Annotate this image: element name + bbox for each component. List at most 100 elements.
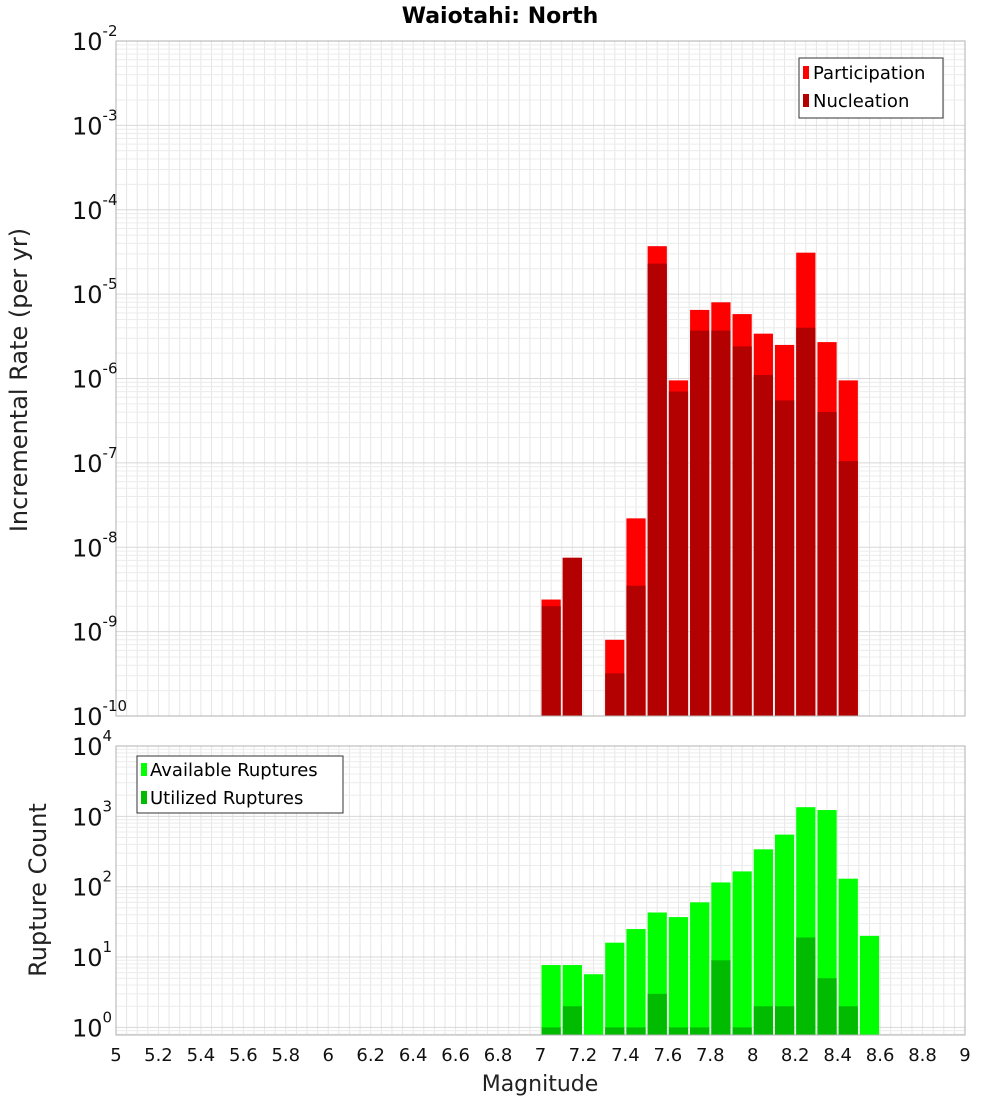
bottom-bar-utilized-ruptures (711, 960, 731, 1035)
legend-swatch-available (141, 763, 147, 776)
bottom-panel: 100 101 102 103 104 Rupture Count Available … (24, 727, 971, 1097)
y-tick-label: 100 (72, 1008, 112, 1042)
bottom-bar-utilized-ruptures (562, 1006, 582, 1035)
top-bar-nucleation (753, 375, 773, 716)
x-tick-label: 7.8 (696, 1045, 725, 1066)
x-tick-label: 7.2 (569, 1045, 598, 1066)
chart-title: Waiotahi: North (402, 4, 599, 29)
x-tick-label: 8.6 (866, 1045, 895, 1066)
top-bar-nucleation (562, 557, 582, 716)
x-tick-label: 6.6 (441, 1045, 470, 1066)
bottom-bar-utilized-ruptures (838, 1006, 858, 1035)
x-tick-label: 7.4 (611, 1045, 640, 1066)
x-tick-label: 5.8 (271, 1045, 300, 1066)
y-tick-label: 10-3 (72, 106, 118, 140)
top-bar-nucleation (626, 585, 646, 716)
legend-label-available: Available Ruptures (150, 760, 318, 781)
bottom-bar-utilized-ruptures (626, 1027, 646, 1035)
bottom-bar-utilized-ruptures (732, 1027, 752, 1035)
top-bar-nucleation (541, 606, 561, 716)
x-tick-label: 7.6 (654, 1045, 683, 1066)
top-plot-frame (115, 40, 966, 717)
bottom-bar-utilized-ruptures (605, 1027, 625, 1035)
bottom-bar-available-ruptures (626, 929, 646, 1035)
x-tick-label: 6.2 (356, 1045, 385, 1066)
legend-swatch-nucleation (803, 94, 809, 107)
top-bar-nucleation (796, 327, 816, 716)
x-axis-label: Magnitude (482, 1072, 599, 1097)
y-tick-label: 103 (72, 797, 112, 831)
top-bar-nucleation (774, 400, 795, 716)
top-bar-nucleation (605, 673, 625, 716)
x-tick-label: 5.4 (187, 1045, 216, 1066)
y-tick-label: 10-9 (72, 613, 118, 647)
top-bar-nucleation (647, 263, 667, 716)
bottom-bar-utilized-ruptures (774, 1006, 795, 1035)
bottom-bars (541, 807, 880, 1035)
bottom-bar-available-ruptures (774, 834, 795, 1035)
top-bar-nucleation (690, 330, 710, 716)
bottom-bar-utilized-ruptures (753, 1006, 773, 1035)
bottom-bar-available-ruptures (690, 902, 710, 1035)
bottom-bar-available-ruptures (753, 849, 773, 1035)
top-y-axis-label: Incremental Rate (per yr) (5, 228, 33, 532)
bottom-legend: Available Ruptures Utilized Ruptures (136, 755, 344, 814)
bottom-bar-utilized-ruptures (541, 1027, 561, 1035)
bottom-bar-available-ruptures (732, 871, 752, 1035)
top-legend: Participation Nucleation (798, 57, 944, 119)
bottom-bar-available-ruptures (541, 965, 561, 1035)
bottom-bar-utilized-ruptures (690, 1027, 710, 1035)
x-tick-label: 6.8 (484, 1045, 513, 1066)
y-tick-label: 10-6 (72, 360, 118, 394)
x-tick-label: 9 (959, 1045, 970, 1066)
x-tick-label: 8.2 (781, 1045, 810, 1066)
bottom-bar-available-ruptures (668, 917, 689, 1035)
y-tick-label: 10-2 (72, 22, 118, 56)
x-tick-label: 8 (747, 1045, 758, 1066)
top-bar-nucleation (838, 461, 858, 716)
bottom-y-ticks: 100 101 102 103 104 (72, 727, 112, 1042)
bottom-bar-utilized-ruptures (817, 978, 837, 1035)
bottom-bar-available-ruptures (605, 942, 625, 1035)
y-tick-label: 104 (72, 727, 112, 761)
bottom-bar-utilized-ruptures (796, 937, 816, 1035)
x-tick-label: 6 (323, 1045, 334, 1066)
legend-swatch-utilized (141, 791, 147, 804)
bottom-plot-frame (115, 745, 966, 1036)
legend-swatch-participation (803, 66, 809, 79)
x-tick-label: 7 (535, 1045, 546, 1066)
y-tick-label: 10-10 (72, 697, 127, 731)
bottom-bar-available-ruptures (859, 935, 880, 1035)
top-bar-nucleation (732, 346, 752, 716)
y-tick-label: 10-7 (72, 444, 118, 478)
x-tick-label: 8.8 (908, 1045, 937, 1066)
top-bar-nucleation (711, 330, 731, 716)
bottom-bar-available-ruptures (838, 878, 858, 1035)
x-tick-label: 5.6 (229, 1045, 258, 1066)
x-tick-label: 6.4 (399, 1045, 428, 1066)
x-tick-label: 8.4 (823, 1045, 852, 1066)
bottom-y-axis-label: Rupture Count (24, 803, 52, 977)
top-bar-nucleation (817, 412, 837, 716)
legend-label-utilized: Utilized Ruptures (150, 788, 303, 809)
top-panel: 10-10 10-9 10-8 10-7 10-6 10-5 10-4 10-3 10-2 In… (5, 22, 966, 731)
bottom-bar-utilized-ruptures (668, 1027, 689, 1035)
top-bars (541, 246, 858, 716)
y-tick-label: 101 (72, 938, 112, 972)
legend-label-nucleation: Nucleation (813, 91, 909, 112)
x-tick-label: 5 (110, 1045, 121, 1066)
legend-label-participation: Participation (813, 63, 925, 84)
bottom-legend-box (136, 755, 344, 814)
y-tick-label: 10-8 (72, 528, 118, 562)
bottom-bar-utilized-ruptures (647, 993, 667, 1035)
x-tick-label: 5.2 (144, 1045, 173, 1066)
top-grid (115, 40, 966, 717)
x-ticks: 5 5.2 5.4 5.6 5.8 6 6.2 6.4 6.6 6.8 7 7.2 7.4 7.6 7.8 8… (110, 1045, 970, 1066)
y-tick-label: 102 (72, 868, 112, 902)
y-tick-label: 10-4 (72, 191, 118, 225)
top-bar-nucleation (668, 391, 689, 716)
bottom-bar-available-ruptures (583, 974, 604, 1035)
top-y-ticks: 10-10 10-9 10-8 10-7 10-6 10-5 10-4 10-3 10-2 (72, 22, 127, 731)
y-tick-label: 10-5 (72, 275, 118, 309)
